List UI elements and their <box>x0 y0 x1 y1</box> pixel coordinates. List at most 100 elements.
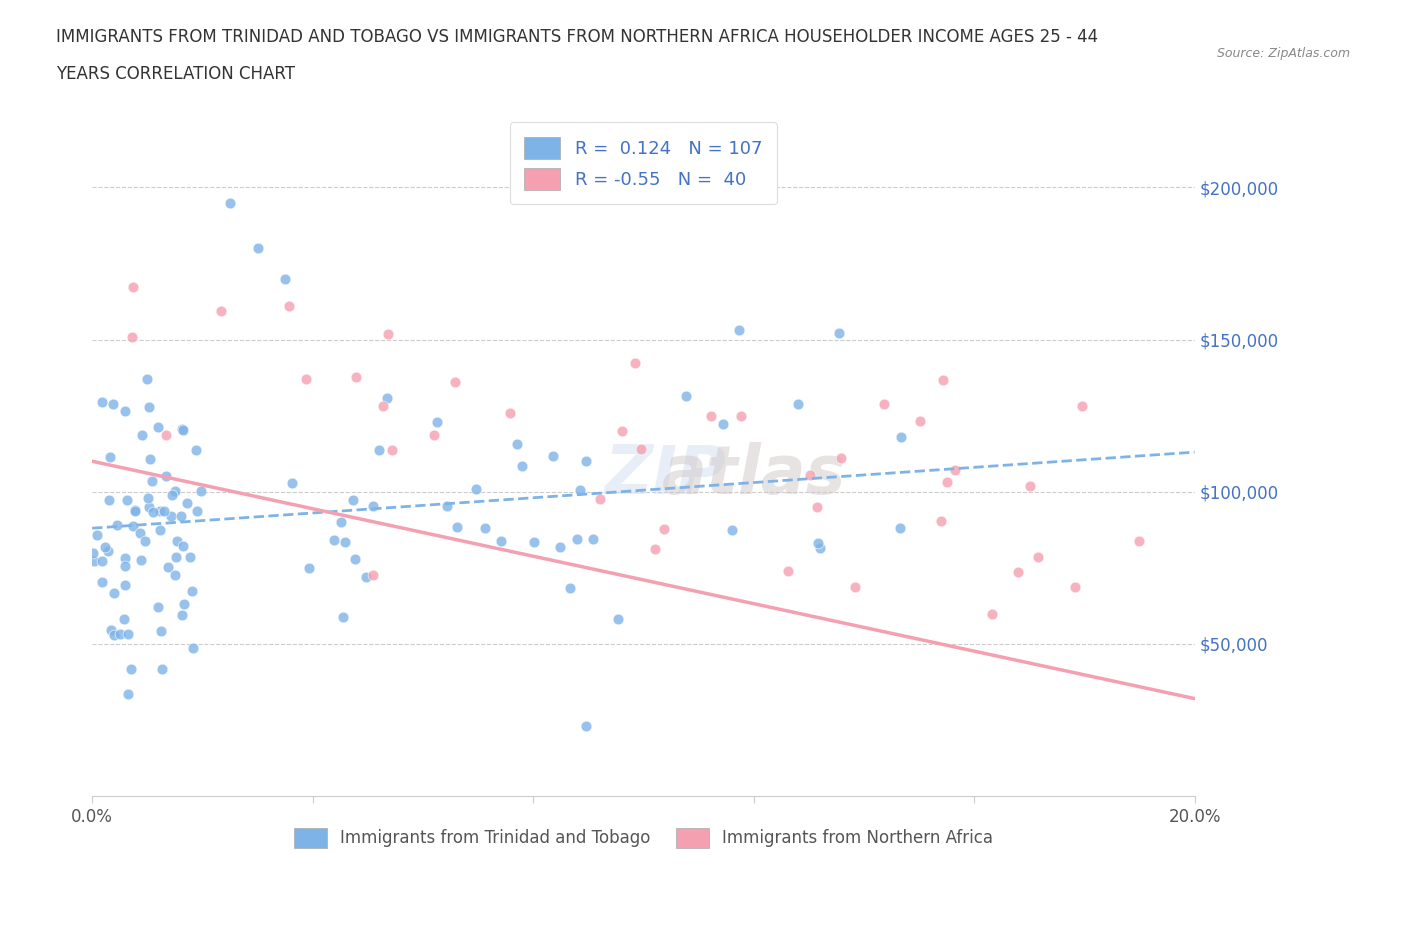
Point <box>377 391 399 405</box>
Point <box>548 540 571 555</box>
Point <box>136 371 159 386</box>
Point <box>150 623 173 638</box>
Point <box>523 535 546 550</box>
Point <box>149 523 172 538</box>
Point <box>890 430 912 445</box>
Point <box>1026 550 1049 565</box>
Point <box>700 408 723 423</box>
Point <box>103 628 125 643</box>
Point <box>565 531 588 546</box>
Point <box>799 468 821 483</box>
Point <box>361 499 384 514</box>
Point <box>342 492 364 507</box>
Point <box>361 567 384 582</box>
Point <box>129 552 152 567</box>
Point <box>510 458 533 473</box>
Point <box>1007 565 1029 579</box>
Point <box>776 564 799 578</box>
Point <box>101 397 124 412</box>
Point <box>134 534 156 549</box>
Point <box>807 536 830 551</box>
Point <box>176 496 198 511</box>
Point <box>160 508 183 523</box>
Point <box>98 449 121 464</box>
Point <box>114 551 136 565</box>
Point <box>91 553 114 568</box>
Point <box>129 525 152 540</box>
Point <box>112 611 135 626</box>
Point <box>120 661 142 676</box>
Point <box>93 539 115 554</box>
Point <box>582 532 605 547</box>
Point <box>787 396 810 411</box>
Text: Source: ZipAtlas.com: Source: ZipAtlas.com <box>1216 46 1350 60</box>
Point <box>163 484 186 498</box>
Point <box>541 448 564 463</box>
Point <box>86 527 108 542</box>
Point <box>281 475 304 490</box>
Point <box>160 487 183 502</box>
Point <box>329 514 352 529</box>
Point <box>426 414 449 429</box>
Point <box>149 504 172 519</box>
Point <box>644 541 666 556</box>
Point <box>172 423 194 438</box>
Point <box>844 579 866 594</box>
Point <box>808 540 831 555</box>
Point <box>183 641 205 656</box>
Point <box>560 580 582 595</box>
Point <box>108 627 131 642</box>
Point <box>931 373 953 388</box>
Point <box>323 533 346 548</box>
Point <box>1064 579 1087 594</box>
Point <box>170 607 193 622</box>
Text: IMMIGRANTS FROM TRINIDAD AND TOBAGO VS IMMIGRANTS FROM NORTHERN AFRICA HOUSEHOLD: IMMIGRANTS FROM TRINIDAD AND TOBAGO VS I… <box>56 28 1098 46</box>
Point <box>117 493 139 508</box>
Point <box>830 451 852 466</box>
Point <box>1018 479 1040 494</box>
Point <box>138 491 160 506</box>
Point <box>589 492 612 507</box>
Point <box>165 567 187 582</box>
Point <box>114 578 136 592</box>
Point <box>730 409 752 424</box>
Point <box>172 422 194 437</box>
Point <box>344 551 367 566</box>
Point <box>607 611 630 626</box>
Point <box>474 521 496 536</box>
Point <box>498 406 520 421</box>
Point <box>910 414 932 429</box>
Text: atlas: atlas <box>661 442 846 508</box>
Point <box>727 323 749 338</box>
Point <box>122 519 145 534</box>
Point <box>124 502 146 517</box>
Legend: Immigrants from Trinidad and Tobago, Immigrants from Northern Africa: Immigrants from Trinidad and Tobago, Imm… <box>287 821 1000 855</box>
Point <box>298 561 321 576</box>
Point <box>166 534 188 549</box>
Point <box>652 522 675 537</box>
Point <box>377 326 399 341</box>
Point <box>114 404 136 418</box>
Point <box>146 600 169 615</box>
Point <box>186 503 208 518</box>
Point <box>344 370 367 385</box>
Point <box>711 417 734 432</box>
Point <box>1128 534 1150 549</box>
Point <box>179 549 201 564</box>
Point <box>444 375 467 390</box>
Point <box>138 452 160 467</box>
Point <box>97 493 120 508</box>
Point <box>141 504 163 519</box>
Point <box>423 427 446 442</box>
Point <box>569 483 592 498</box>
Point <box>630 442 652 457</box>
Point <box>332 609 354 624</box>
Point <box>172 538 194 553</box>
Point <box>381 443 404 458</box>
Point <box>371 398 394 413</box>
Point <box>889 521 911 536</box>
Point <box>446 519 468 534</box>
Point <box>100 623 122 638</box>
Point <box>103 586 125 601</box>
Point <box>117 686 139 701</box>
